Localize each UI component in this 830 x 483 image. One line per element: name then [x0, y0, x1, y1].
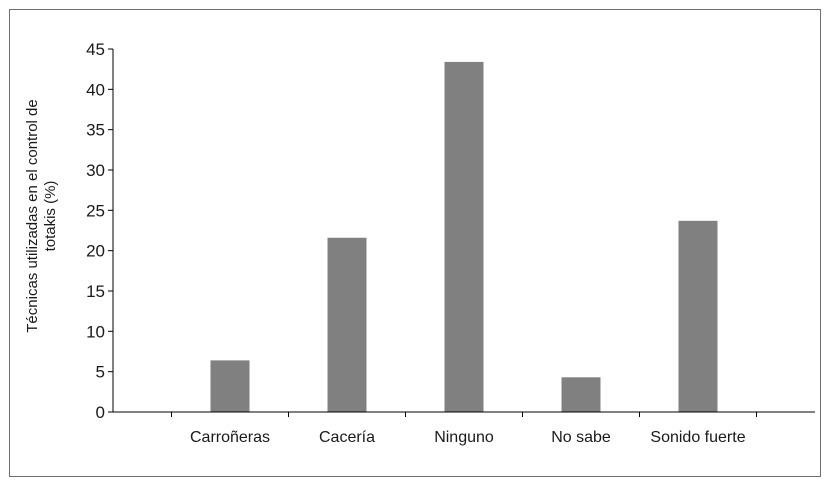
bar — [444, 61, 484, 412]
y-tick-label: 15 — [86, 282, 105, 301]
y-tick-label: 0 — [96, 403, 105, 422]
y-tick-label: 25 — [86, 201, 105, 220]
bar — [561, 377, 601, 412]
x-tick-label: Ninguno — [434, 429, 494, 446]
x-tick-label: Cacería — [319, 429, 375, 446]
y-tick-label: 20 — [86, 242, 105, 261]
y-axis: 0 5 10 15 20 25 30 35 40 45 — [86, 40, 114, 422]
bar — [210, 360, 250, 412]
y-tick-label: 10 — [86, 322, 105, 341]
chart-frame — [9, 9, 821, 477]
x-tick-label: Carroñeras — [190, 429, 270, 446]
x-axis: Carroñeras Cacería Ninguno No sabe Sonido fu… — [113, 411, 815, 446]
y-tick-label: 35 — [86, 121, 105, 140]
y-axis-label-line-2: totakis (%) — [42, 181, 59, 252]
bar — [327, 237, 367, 412]
bar — [678, 220, 718, 412]
y-tick-label: 5 — [96, 363, 105, 382]
y-tick-label: 40 — [86, 80, 105, 99]
y-tick-label: 30 — [86, 161, 105, 180]
y-axis-label: Técnicas utilizadas en el control de tot… — [24, 99, 59, 332]
x-tick-label: Sonido fuerte — [650, 429, 745, 446]
y-axis-label-line-1: Técnicas utilizadas en el control de — [24, 99, 41, 332]
bars — [210, 61, 718, 412]
y-tick-label: 45 — [86, 40, 105, 59]
x-tick-label: No sabe — [551, 429, 611, 446]
